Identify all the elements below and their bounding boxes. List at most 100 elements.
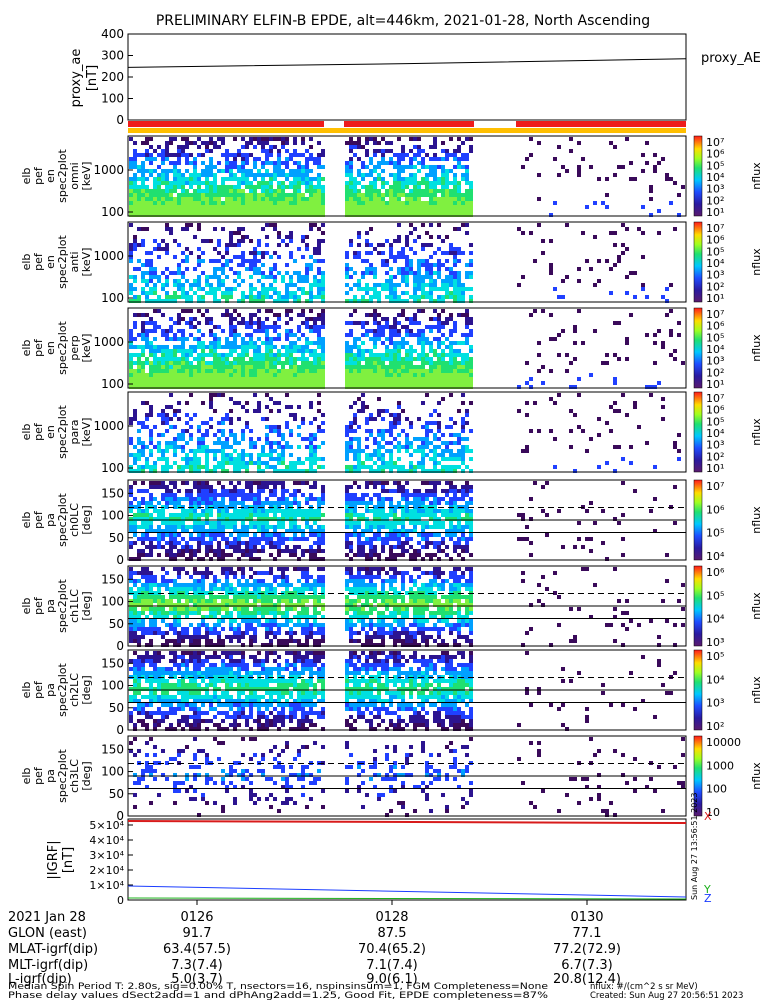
spectrogram-cell [417,197,421,201]
spectrogram-cell [469,149,473,153]
spectrogram-cell [289,377,293,381]
spectrogram-cell [309,341,313,345]
spectrogram-cell [373,545,377,549]
spectrogram-cell [361,381,365,385]
spectrogram-cell [217,441,221,445]
spectrogram-cell [309,153,313,157]
spectrogram-cell [433,325,437,329]
spectrogram-cell [369,243,373,247]
spectrogram-cell [169,425,173,429]
spectrogram-cell [605,421,609,425]
spectrogram-cell [317,239,321,243]
spectrogram-cell [265,417,269,421]
spectrogram-cell [445,213,449,217]
spectrogram-cell [401,517,405,521]
spectrogram-cell [461,157,465,161]
spectrogram-cell [361,185,365,189]
spectrogram-cell [153,169,157,173]
spectrogram-cell [277,469,281,473]
spectrogram-cell [345,185,349,189]
spectrogram-cell [237,501,241,505]
spectrogram-cell [353,513,357,517]
spectrogram-cell [353,185,357,189]
spectrogram-cell [345,271,349,275]
spectrogram-cell [245,361,249,365]
spectrogram-cell [205,469,209,473]
spectrogram-cell [381,525,385,529]
spectrogram-cell [381,213,385,217]
spectrogram-cell [161,509,165,513]
spectrogram-cell [137,489,141,493]
spectrogram-cell [665,313,669,317]
spectrogram-cell [429,279,433,283]
spectrogram-cell [301,255,305,259]
spectrogram-cell [185,509,189,513]
spectrogram-cell [205,317,209,321]
spectrogram-cell [389,453,393,457]
spectrogram-cell [221,329,225,333]
spectrogram-cell [373,169,377,173]
spectrogram-cell [213,353,217,357]
spectrogram-cell [457,369,461,373]
spectrogram-cell [169,181,173,185]
spectrogram-cell [381,385,385,389]
spectrogram-cell [397,485,401,489]
spectrogram-cell [229,329,233,333]
spectrogram-cell [365,137,369,141]
spectrogram-cell [165,299,169,303]
spectrogram-cell [361,385,365,389]
spectrogram-cell [353,369,357,373]
spectrogram-cell [165,497,169,501]
panel-ylabel-line: [keV] [80,162,93,191]
spectrogram-cell [373,165,377,169]
spectrogram-cell [461,373,465,377]
spectrogram-cell [449,169,453,173]
spectrogram-cell [233,337,237,341]
spectrogram-cell [321,493,325,497]
spectrogram-cell [261,485,265,489]
spectrogram-cell [261,141,265,145]
spectrogram-cell [205,177,209,181]
spectrogram-cell [389,213,393,217]
spectrogram-cell [613,243,617,247]
spectrogram-cell [553,401,557,405]
spectrogram-cell [393,259,397,263]
spectrogram-cell [365,385,369,389]
spectrogram-cell [457,149,461,153]
spectrogram-cell [217,505,221,509]
spectrogram-cell [153,377,157,381]
spectrogram-cell [209,345,213,349]
colorbar-tick-label: 10⁵ [706,245,724,258]
spectrogram-cell [201,445,205,449]
spectrogram-cell [241,541,245,545]
spectrogram-cell [213,357,217,361]
spectrogram-cell [305,457,309,461]
spectrogram-cell [365,271,369,275]
spectrogram-cell [361,325,365,329]
spectrogram-cell [349,173,353,177]
spectrogram-cell [141,213,145,217]
spectrogram-cell [453,299,457,303]
spectrogram-cell [141,263,145,267]
spectrogram-cell [349,321,353,325]
spectrogram-cell [225,437,229,441]
spectrogram-cell [281,445,285,449]
spectrogram-cell [297,177,301,181]
spectrogram-cell [437,209,441,213]
spectrogram-cell [217,525,221,529]
spectrogram-cell [321,337,325,341]
spectrogram-cell [249,239,253,243]
spectrogram-cell [277,385,281,389]
spectrogram-cell [157,213,161,217]
spectrogram-cell [553,157,557,161]
spectrogram-cell [229,165,233,169]
spectrogram-cell [397,457,401,461]
spectrogram-cell [449,333,453,337]
spectrogram-cell [621,223,625,227]
spectrogram-cell [309,525,313,529]
spectrogram-cell [377,529,381,533]
spectrogram-cell [309,469,313,473]
spectrogram-cell [361,513,365,517]
spectrogram-cell [405,449,409,453]
spectrogram-cell [169,373,173,377]
